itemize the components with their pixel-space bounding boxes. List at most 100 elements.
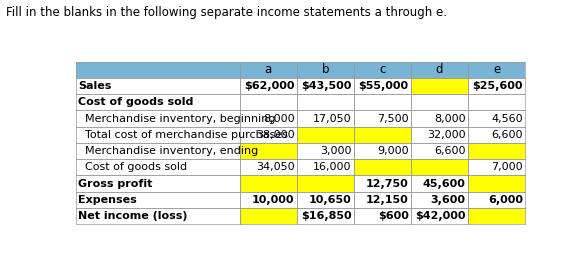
- Bar: [297, 208, 354, 224]
- Bar: [240, 143, 297, 159]
- Bar: [297, 159, 354, 176]
- Bar: [354, 176, 411, 192]
- Bar: [240, 176, 297, 192]
- Text: 34,050: 34,050: [256, 162, 294, 172]
- Text: 38,000: 38,000: [256, 130, 294, 140]
- Text: 7,500: 7,500: [377, 114, 408, 124]
- Bar: [411, 94, 468, 110]
- Bar: [411, 127, 468, 143]
- Text: 32,000: 32,000: [427, 130, 466, 140]
- Bar: [411, 110, 468, 127]
- Bar: [354, 62, 411, 78]
- Bar: [354, 78, 411, 94]
- Text: $43,500: $43,500: [301, 81, 352, 91]
- Bar: [354, 143, 411, 159]
- Text: Net income (loss): Net income (loss): [79, 211, 188, 221]
- Bar: [240, 192, 297, 208]
- Text: 6,600: 6,600: [434, 146, 466, 156]
- Text: $55,000: $55,000: [359, 81, 408, 91]
- Text: $600: $600: [378, 211, 408, 221]
- Bar: [297, 192, 354, 208]
- Text: 6,000: 6,000: [488, 195, 523, 205]
- Bar: [411, 143, 468, 159]
- Bar: [354, 159, 411, 176]
- Bar: [411, 192, 468, 208]
- Bar: [468, 192, 525, 208]
- Text: $62,000: $62,000: [244, 81, 294, 91]
- Bar: [468, 159, 525, 176]
- Text: 16,000: 16,000: [313, 162, 352, 172]
- Text: 10,650: 10,650: [309, 195, 352, 205]
- Bar: [468, 176, 525, 192]
- Text: c: c: [379, 64, 386, 76]
- Bar: [411, 208, 468, 224]
- Text: Merchandise inventory, ending: Merchandise inventory, ending: [79, 146, 258, 156]
- Text: 9,000: 9,000: [377, 146, 408, 156]
- Text: 3,600: 3,600: [431, 195, 466, 205]
- Bar: [240, 127, 297, 143]
- Text: 12,750: 12,750: [366, 179, 408, 188]
- Text: 3,000: 3,000: [320, 146, 352, 156]
- Bar: [411, 159, 468, 176]
- Bar: [76, 176, 240, 192]
- Text: 8,000: 8,000: [263, 114, 294, 124]
- Bar: [354, 94, 411, 110]
- Text: 8,000: 8,000: [434, 114, 466, 124]
- Bar: [76, 62, 240, 78]
- Text: 7,000: 7,000: [491, 162, 523, 172]
- Text: 4,560: 4,560: [491, 114, 523, 124]
- Bar: [468, 110, 525, 127]
- Bar: [297, 176, 354, 192]
- Text: Cost of goods sold: Cost of goods sold: [79, 97, 193, 107]
- Bar: [76, 208, 240, 224]
- Bar: [240, 159, 297, 176]
- Bar: [468, 143, 525, 159]
- Bar: [468, 127, 525, 143]
- Text: 45,600: 45,600: [423, 179, 466, 188]
- Bar: [76, 192, 240, 208]
- Bar: [354, 127, 411, 143]
- Bar: [297, 143, 354, 159]
- Text: $16,850: $16,850: [301, 211, 352, 221]
- Text: b: b: [322, 64, 329, 76]
- Bar: [468, 208, 525, 224]
- Text: Expenses: Expenses: [79, 195, 137, 205]
- Bar: [411, 62, 468, 78]
- Bar: [297, 62, 354, 78]
- Text: Merchandise inventory, beginning: Merchandise inventory, beginning: [79, 114, 276, 124]
- Bar: [411, 78, 468, 94]
- Text: 12,150: 12,150: [366, 195, 408, 205]
- Text: 17,050: 17,050: [313, 114, 352, 124]
- Bar: [76, 78, 240, 94]
- Bar: [468, 62, 525, 78]
- Bar: [240, 208, 297, 224]
- Bar: [411, 176, 468, 192]
- Bar: [297, 78, 354, 94]
- Text: Cost of goods sold: Cost of goods sold: [79, 162, 188, 172]
- Text: d: d: [436, 64, 443, 76]
- Text: $42,000: $42,000: [415, 211, 466, 221]
- Text: 10,000: 10,000: [252, 195, 294, 205]
- Text: Sales: Sales: [79, 81, 111, 91]
- Bar: [76, 159, 240, 176]
- Bar: [468, 78, 525, 94]
- Bar: [76, 143, 240, 159]
- Bar: [468, 94, 525, 110]
- Bar: [297, 94, 354, 110]
- Bar: [240, 110, 297, 127]
- Text: Total cost of merchandise purchases: Total cost of merchandise purchases: [79, 130, 288, 140]
- Text: a: a: [264, 64, 272, 76]
- Text: Fill in the blanks in the following separate income statements a through e.: Fill in the blanks in the following sepa…: [6, 6, 447, 19]
- Text: 6,600: 6,600: [491, 130, 523, 140]
- Bar: [76, 110, 240, 127]
- Bar: [354, 192, 411, 208]
- Bar: [240, 78, 297, 94]
- Bar: [297, 127, 354, 143]
- Text: $25,600: $25,600: [472, 81, 523, 91]
- Bar: [354, 208, 411, 224]
- Text: e: e: [493, 64, 500, 76]
- Bar: [240, 94, 297, 110]
- Text: Gross profit: Gross profit: [79, 179, 152, 188]
- Bar: [354, 110, 411, 127]
- Bar: [76, 127, 240, 143]
